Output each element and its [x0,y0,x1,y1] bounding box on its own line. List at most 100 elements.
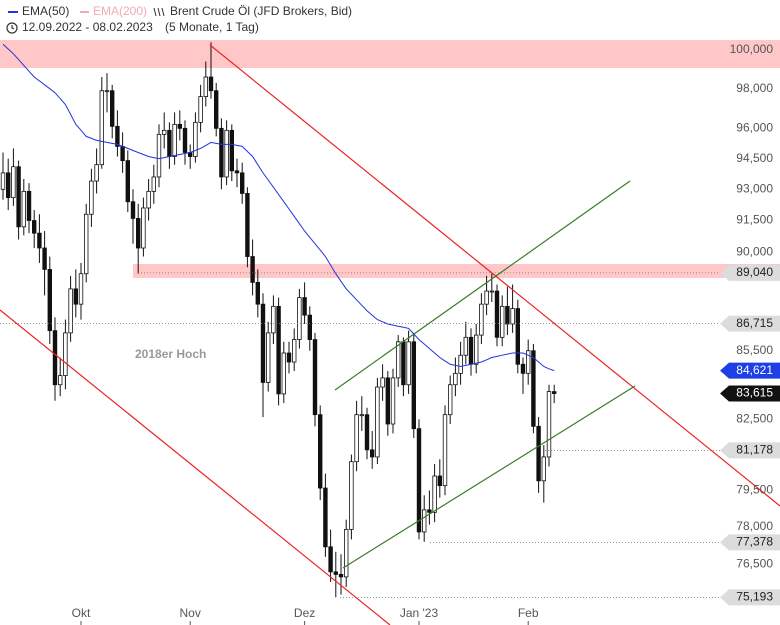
candle-body [343,529,349,578]
candle-body [271,305,276,334]
candle-body [307,314,312,340]
candle-body [110,90,115,127]
candle-body [302,297,307,316]
y-tick-label: 82,500 [736,412,773,426]
candle-body [229,129,234,172]
candle-body [473,334,479,365]
candle-body [161,129,167,135]
candle-body [89,180,94,215]
y-tick-label: 79,500 [736,483,773,497]
candle-body [291,339,297,363]
ema-line [2,43,555,372]
candle-body [510,308,515,325]
candle-body [198,96,203,123]
level-label: 86,715 [736,316,773,330]
candle-body [84,213,89,275]
candle-body [338,573,344,578]
candle-body [380,377,385,388]
candle-body [265,332,271,383]
candle-body [416,428,422,533]
candle-body [239,172,245,194]
candle-body [115,125,120,147]
candle-body [167,129,172,157]
candle-body [447,384,453,416]
candle-body [141,207,146,249]
candle-body [515,308,520,365]
candle-body [281,352,286,395]
plot: Okt Nov Dez Jan '23 Feb [0,42,720,625]
level-box [720,264,780,281]
legend-label: EMA(50) [22,4,69,18]
candle-body [260,303,266,383]
level-box [720,385,780,402]
candle-body [276,305,281,395]
trend-line [209,44,780,507]
candle-body [234,170,240,174]
resistance-zone [133,264,780,278]
candle-body [11,166,16,198]
resistance-zone [0,40,780,68]
trend-line [0,309,391,625]
candle-body [552,391,557,394]
candle-body [541,456,546,482]
y-tick-label: 93,000 [736,181,773,195]
period: (5 Monate, 1 Tag) [165,20,259,34]
candle-body [16,166,21,228]
chart-title: Brent Crude Öl (JFD Brokers, Bid) [170,4,352,18]
candle-body [32,220,37,234]
candle-body [245,193,250,257]
y-tick-label: 96,000 [736,121,773,135]
y-tick-label: 91,500 [736,213,773,227]
candle-body [172,123,177,157]
candle-body [151,176,156,192]
candle-body [37,232,42,249]
candle-body [94,164,99,182]
candle-body [78,273,84,305]
candle-body [359,414,364,417]
candle-body [52,330,58,386]
level-label: 84,621 [736,363,773,377]
candle-body [369,449,375,458]
trend-line [342,385,636,569]
trend-line [334,180,631,391]
candle-body [526,350,531,374]
candle-body [146,190,151,209]
level-box [720,442,780,459]
candle-body [390,377,396,425]
candle-body [21,190,26,228]
candle-body [213,90,219,129]
candle-body [73,288,78,305]
candle-body [468,336,474,365]
candle-body [177,123,182,129]
candle-body [375,386,380,458]
legend-label: EMA(200) [93,4,147,18]
candle-body [442,414,448,487]
y-tick-label: 76,500 [736,556,773,570]
candle-body [499,305,505,338]
candle-body [135,218,141,249]
candle-body [203,76,208,98]
candle-body [99,90,104,166]
candle-body [125,160,130,203]
candle-body [208,76,214,92]
annotation: 2018er Hoch [135,347,206,361]
candle-body [328,546,333,573]
candle-body [484,290,489,305]
level-label: 81,178 [736,443,773,457]
candle-body [479,303,484,336]
y-tick-label: 85,500 [736,343,773,357]
candle-body [323,487,328,548]
level-box [720,589,780,606]
candle-body [385,377,390,425]
level-box [720,315,780,332]
indicator-icon [153,7,165,17]
candle-body [437,475,442,487]
candle-body [182,127,188,153]
candle-body [406,341,411,386]
candle-body [286,352,292,363]
candle-body [120,146,125,162]
candle-body [411,341,416,430]
candle-body [463,336,468,356]
y-tick-label: 98,000 [736,81,773,95]
candle-body [421,509,427,533]
